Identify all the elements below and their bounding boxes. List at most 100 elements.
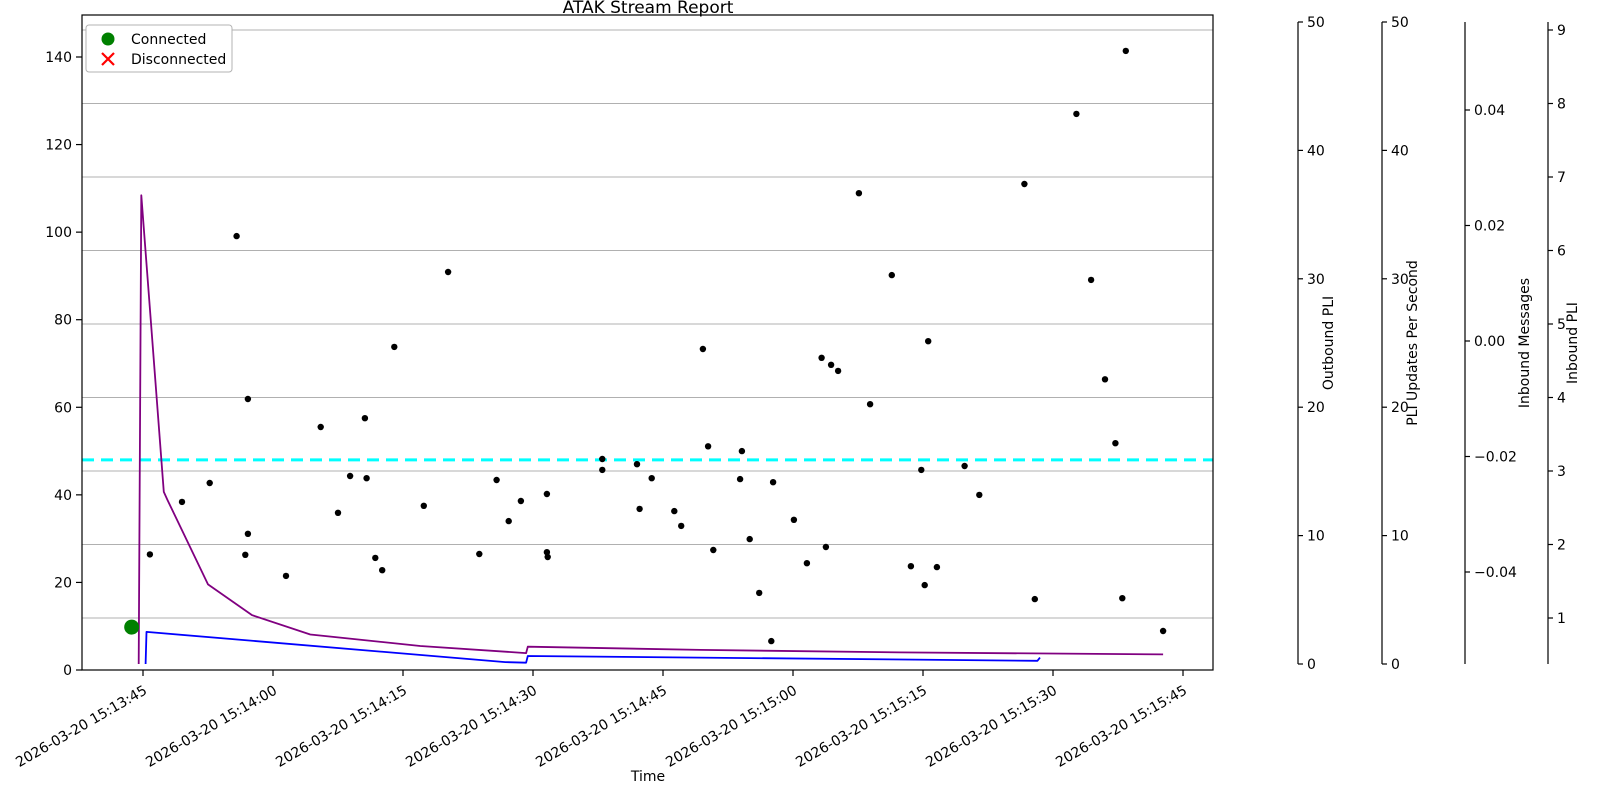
y-tick-label: 20 — [54, 575, 72, 591]
inbound-pli-axis-label: Inbound PLI — [1565, 302, 1581, 384]
right-axis-tick-label: 7 — [1557, 170, 1566, 186]
scatter-point — [925, 338, 932, 345]
right-axis-tick-label: 10 — [1391, 529, 1409, 545]
x-tick-label: 2026-03-20 15:13:45 — [13, 683, 150, 771]
scatter-point — [888, 271, 895, 279]
scatter-point — [420, 502, 427, 509]
x-tick-label: 2026-03-20 15:15:15 — [793, 683, 930, 771]
scatter-point — [738, 447, 746, 455]
scatter-point — [599, 455, 606, 463]
scatter-point — [317, 423, 324, 431]
scatter-point — [282, 572, 290, 580]
pli-updates-axis-label: PLI Updates Per Second — [1405, 260, 1421, 426]
scatter-point — [1087, 276, 1095, 284]
y-tick-label: 40 — [54, 488, 72, 504]
scatter-point — [346, 472, 354, 480]
right-axis-tick-label: 6 — [1557, 244, 1566, 260]
scatter-point — [1031, 595, 1039, 603]
scatter-point — [678, 522, 685, 530]
scatter-point — [976, 491, 983, 499]
scatter-point — [961, 462, 968, 470]
right-axis-tick-label: 40 — [1391, 143, 1409, 159]
scatter-point — [543, 490, 551, 498]
right-axis-tick-label: 0 — [1391, 657, 1400, 673]
scatter-point — [146, 551, 154, 558]
y-tick-label: 80 — [54, 313, 72, 329]
x-axis-label: Time — [630, 769, 665, 785]
scatter-point — [768, 637, 775, 645]
right-axis-tick-label: 20 — [1391, 400, 1409, 416]
right-axis-tick-label: 5 — [1557, 317, 1566, 333]
scatter-point — [505, 517, 512, 525]
scatter-point — [206, 479, 213, 487]
scatter-point — [918, 466, 925, 474]
chart-title: ATAK Stream Report — [563, 0, 734, 18]
right-axis-tick-label: 30 — [1307, 272, 1325, 288]
right-axis-tick-label: 30 — [1391, 272, 1409, 288]
legend-box — [85, 24, 233, 73]
connected-legend-icon — [101, 32, 115, 46]
connected-marker — [124, 619, 140, 635]
scatter-point — [244, 395, 252, 403]
scatter-point — [648, 475, 655, 482]
right-axis-tick-label: 9 — [1557, 23, 1566, 39]
scatter-point — [790, 516, 798, 523]
right-axis-tick-label: 3 — [1557, 464, 1566, 480]
y-tick-label: 100 — [45, 225, 72, 241]
scatter-point — [363, 475, 370, 482]
scatter-point — [372, 554, 379, 562]
x-tick-label: 2026-03-20 15:14:45 — [533, 683, 670, 771]
scatter-point — [921, 581, 928, 589]
scatter-point — [444, 268, 452, 276]
scatter-point — [1119, 595, 1126, 602]
scatter-point — [1021, 180, 1028, 188]
scatter-point — [827, 361, 835, 368]
right-axis-tick-label: 50 — [1307, 15, 1325, 31]
scatter-point — [636, 505, 643, 513]
right-axis-tick-label: 10 — [1307, 529, 1325, 545]
grid-layer — [82, 29, 1213, 619]
scatter-point — [543, 549, 551, 556]
scatter-point — [178, 498, 186, 506]
plot-frame — [81, 14, 1214, 671]
scatter-point — [818, 354, 825, 361]
scatter-point — [517, 497, 525, 505]
right-axis-tick-label: 40 — [1307, 143, 1325, 159]
x-tick-label: 2026-03-20 15:15:00 — [663, 683, 800, 771]
x-tick-label: 2026-03-20 15:14:30 — [403, 683, 540, 771]
inbound-messages-axis-label: Inbound Messages — [1517, 278, 1533, 408]
scatter-point — [391, 343, 398, 351]
series-layer — [82, 47, 1213, 665]
right-axis-tick-label: −0.04 — [1474, 565, 1517, 581]
scatter-point — [933, 563, 941, 571]
right-axis-tick-label: 0 — [1307, 657, 1316, 673]
y-tick-label: 120 — [45, 138, 72, 154]
right-axis-tick-label: 20 — [1307, 400, 1325, 416]
scatter-point — [756, 589, 763, 597]
right-axis-tick-label: 8 — [1557, 97, 1566, 113]
y-tick-label: 60 — [54, 400, 72, 416]
legend-label-disconnected: Disconnected — [131, 52, 226, 68]
outbound-pli-axis-label: Outbound PLI — [1321, 296, 1337, 390]
scatter-point — [493, 476, 500, 484]
scatter-point — [822, 543, 830, 551]
y-tick-label: 140 — [45, 50, 72, 66]
scatter-point — [633, 461, 641, 468]
scatter-point — [242, 551, 249, 558]
scatter-point — [599, 466, 606, 474]
x-tick-label: 2026-03-20 15:15:45 — [1053, 683, 1190, 771]
scatter-point — [1122, 47, 1130, 55]
right-axis-tick-label: −0.02 — [1474, 450, 1517, 466]
scatter-point — [361, 415, 369, 422]
scatter-point — [704, 443, 712, 450]
scatter-point — [544, 553, 551, 561]
right-axis-tick-label: 50 — [1391, 15, 1409, 31]
scatter-point — [233, 232, 240, 240]
scatter-point — [334, 509, 342, 516]
scatter-point — [710, 546, 717, 554]
scatter-point — [1112, 440, 1119, 447]
scatter-point — [1159, 627, 1167, 635]
